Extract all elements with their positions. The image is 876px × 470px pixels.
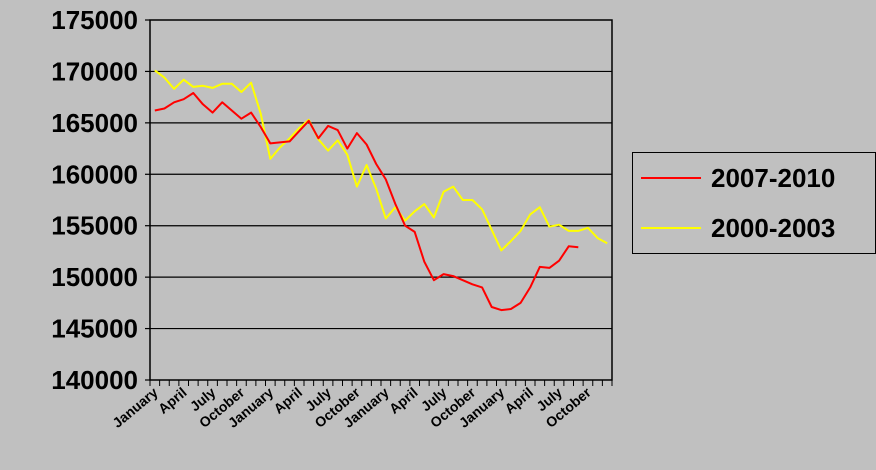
y-tick-label: 165000 [51,108,138,138]
gridlines [150,70,612,330]
series-line-2000-2003 [154,69,608,252]
y-tick-label: 155000 [51,211,138,241]
series-layer [154,69,608,312]
x-axis-tick-labels: JanuaryAprilJulyOctoberJanuaryAprilJulyO… [109,380,613,431]
x-tick-label: April [155,384,190,417]
legend-label-series-1: 2007-2010 [711,162,836,193]
legend: 2007-2010 2000-2003 [632,152,876,254]
y-tick-label: 175000 [51,5,138,35]
legend-item-series-2: 2000-2003 [633,213,835,243]
plot-border [149,19,613,381]
y-axis-tick-labels: 140000 145000 150000 155000 160000 165000 1700… [51,5,150,395]
plot-area [150,20,612,380]
legend-label-series-2: 2000-2003 [711,212,836,243]
x-tick-label: April [501,384,536,417]
y-tick-label: 145000 [51,314,138,344]
x-tick-label: April [386,384,421,417]
y-tick-label: 140000 [51,365,138,395]
legend-swatch-series-2 [641,227,701,229]
legend-item-series-1: 2007-2010 [633,163,835,193]
y-tick-label: 160000 [51,159,138,189]
series-line-2007-2010 [154,92,579,312]
y-tick-label: 150000 [51,262,138,292]
y-tick-label: 170000 [51,56,138,86]
x-tick-label: April [270,384,305,417]
legend-swatch-series-1 [641,177,701,179]
